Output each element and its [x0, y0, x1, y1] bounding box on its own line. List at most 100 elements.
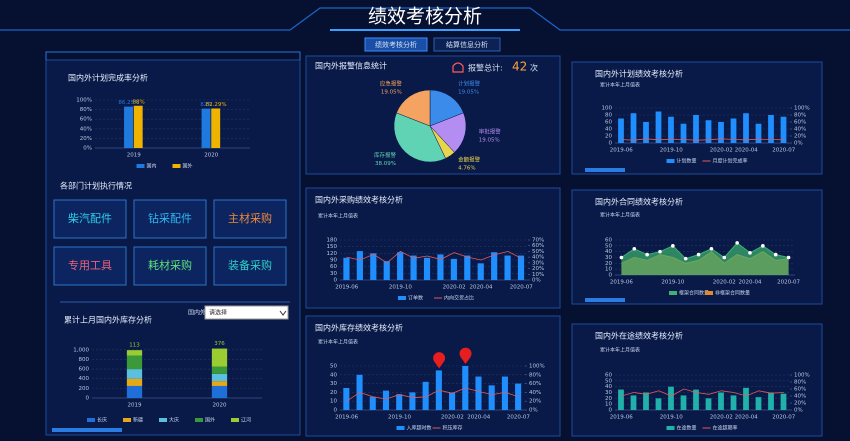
y2-tick-label: 0% [532, 278, 541, 284]
bar [343, 257, 350, 280]
bar [655, 111, 662, 143]
y2-tick-label: 80% [794, 113, 806, 119]
y-tick-label: 120 [327, 251, 338, 257]
y2-tick-label: 40% [794, 127, 806, 133]
y2-tick-label: 60% [532, 243, 544, 249]
chart-subtitle: 累计本年上月值表 [318, 339, 358, 346]
point [619, 255, 624, 260]
select[interactable] [204, 305, 289, 320]
button[interactable] [53, 199, 127, 239]
bar-segment [211, 366, 228, 374]
panel-stripe [585, 298, 625, 302]
x-tick-label: 2020-02 [710, 148, 733, 154]
chart-subtitle: 累计本年上月值表 [600, 212, 640, 219]
y2-tick-label: 100% [794, 106, 810, 112]
chart-title: 国内外计划完成率分析 [68, 73, 148, 83]
pie-slice [429, 112, 467, 153]
y2-tick-label: 60% [529, 381, 541, 387]
data-label: 113 [129, 343, 140, 349]
bar [396, 394, 403, 410]
panel [571, 323, 823, 437]
point [658, 249, 662, 254]
tab[interactable] [364, 37, 428, 52]
y-tick-label: 40 [605, 127, 612, 133]
x-tick-label: 2019 [127, 153, 141, 159]
tab-label[interactable]: 绩效考核分析 [375, 40, 417, 49]
tab[interactable] [433, 37, 501, 52]
button-label[interactable]: 柴汽配件 [68, 211, 112, 225]
bar [409, 392, 416, 410]
x-tick-label: 2020-07 [772, 148, 795, 154]
point [786, 255, 791, 260]
bar [397, 252, 404, 280]
bar-segment [126, 385, 143, 398]
y2-tick-label: 0% [794, 408, 803, 414]
point [671, 244, 675, 248]
alarm-icon [452, 62, 464, 73]
legend-swatch [123, 418, 131, 422]
x-tick-label: 2019-06 [610, 415, 633, 421]
y-tick-label: 20% [80, 136, 92, 142]
data-label: 82% [200, 102, 212, 108]
pie-value-label: 19.05% [381, 89, 402, 95]
button[interactable] [133, 199, 207, 239]
button-label[interactable]: 钻采配件 [148, 211, 192, 225]
button[interactable] [213, 199, 287, 239]
legend-label: 大庆 [169, 417, 179, 424]
chart-title: 国内外合同绩效考核分析 [595, 197, 683, 207]
y-tick-label: 100% [76, 98, 92, 104]
y-tick-label: 40 [330, 372, 337, 378]
legend-swatch [231, 418, 239, 422]
bar [755, 123, 762, 143]
data-label: 88% [132, 99, 144, 105]
bar [356, 251, 363, 280]
y-tick-label: 200 [79, 386, 90, 392]
x-tick-label: 2019-06 [335, 415, 358, 421]
button-label[interactable]: 装备采购 [228, 258, 272, 272]
y-tick-label: 600 [79, 367, 90, 373]
button-label[interactable]: 耗材采购 [148, 258, 192, 272]
y2-tick-label: 40% [529, 390, 541, 396]
button[interactable] [53, 246, 127, 286]
x-tick-label: 2020-07 [507, 415, 530, 421]
chart-subtitle: 累计本年上月值表 [600, 347, 640, 354]
bar [423, 257, 431, 280]
panel [571, 189, 823, 305]
bar [370, 253, 377, 280]
bar [410, 255, 417, 280]
y-tick-label: 50 [605, 378, 612, 384]
legend-swatch [195, 418, 203, 422]
x-tick-label: 2019-10 [389, 285, 412, 291]
panel-stripe [52, 428, 122, 432]
x-tick-label: 2020-02 [443, 285, 466, 291]
line [346, 250, 522, 264]
y-tick-label: 0 [334, 278, 338, 284]
x-tick-label: 2019 [128, 403, 142, 409]
y-tick-label: 10 [605, 402, 612, 408]
y2-tick-label: 60% [794, 120, 806, 126]
point [645, 252, 649, 257]
x-tick-label: 2020-07 [772, 415, 795, 421]
chart-subtitle: 累计本年上月值表 [600, 82, 640, 89]
bar [718, 122, 724, 143]
section-title: 各部门计划执行情况 [60, 181, 132, 191]
bar [517, 255, 525, 280]
bar [680, 395, 687, 410]
select-arrow[interactable] [279, 310, 287, 316]
y2-tick-label: 50% [532, 249, 544, 255]
button[interactable] [213, 246, 287, 286]
bar-segment [126, 355, 143, 370]
legend-label: 在途超期率 [713, 425, 738, 432]
y-tick-label: 800 [79, 357, 90, 363]
x-tick-label: 2019-10 [660, 415, 683, 421]
bar-segment [211, 373, 228, 382]
bar [477, 263, 484, 280]
button[interactable] [133, 246, 207, 286]
button-label[interactable]: 专用工具 [68, 258, 112, 272]
select-placeholder[interactable]: 请选择 [209, 309, 227, 317]
bar [501, 376, 508, 410]
bar [643, 392, 649, 410]
pin [459, 347, 472, 364]
tab-label[interactable]: 结算信息分析 [446, 40, 488, 49]
button-label[interactable]: 主材采购 [228, 211, 272, 225]
